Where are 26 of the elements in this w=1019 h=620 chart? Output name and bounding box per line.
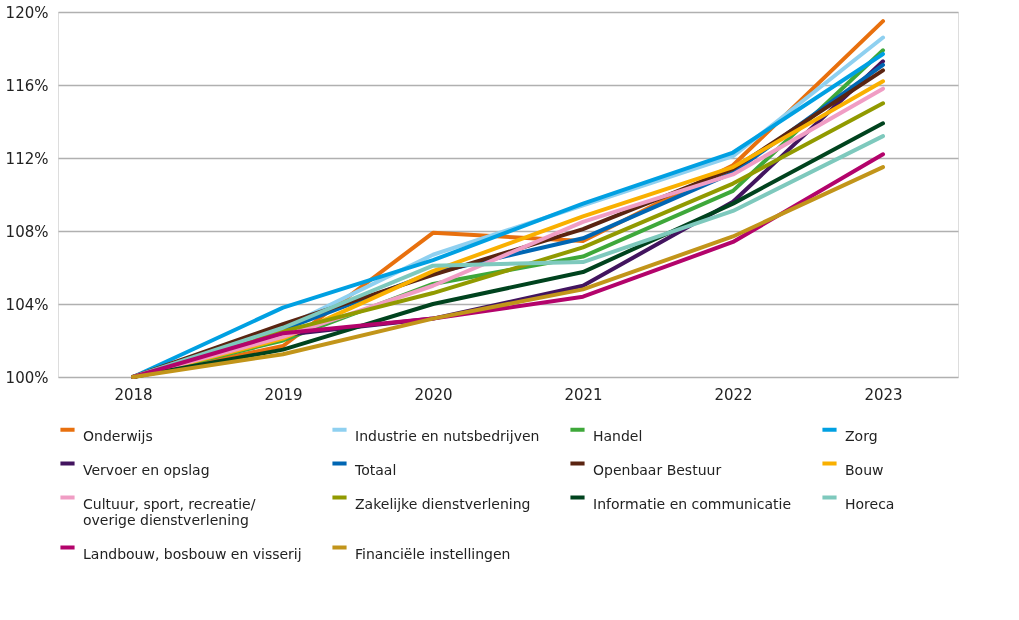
x-tick-label: 2021 bbox=[564, 385, 603, 404]
x-tick-label: 2018 bbox=[114, 385, 153, 404]
legend-label: Financiële instellingen bbox=[355, 545, 511, 562]
legend-label: Totaal bbox=[354, 461, 397, 478]
legend-label: Informatie en communicatie bbox=[593, 495, 792, 512]
legend-label: Handel bbox=[593, 427, 643, 444]
y-tick-label: 104% bbox=[5, 295, 49, 314]
x-tick-label: 2020 bbox=[414, 385, 453, 404]
legend-label: Cultuur, sport, recreatie/ overige dienstverlening bbox=[83, 495, 256, 528]
x-tick-label: 2019 bbox=[264, 385, 303, 404]
y-tick-label: 120% bbox=[5, 3, 49, 22]
legend-label: Zorg bbox=[845, 427, 878, 444]
legend-label: Horeca bbox=[845, 495, 895, 512]
legend-label: Landbouw, bosbouw en visserij bbox=[83, 545, 302, 562]
y-tick-label: 116% bbox=[5, 76, 49, 95]
y-tick-label: 108% bbox=[5, 222, 49, 241]
y-tick-label: 112% bbox=[5, 149, 49, 168]
x-tick-label: 2022 bbox=[714, 385, 753, 404]
legend-label: Openbaar Bestuur bbox=[593, 461, 722, 478]
x-tick-label: 2023 bbox=[864, 385, 903, 404]
legend-label: Onderwijs bbox=[83, 427, 153, 444]
legend-label: Bouw bbox=[845, 461, 884, 478]
legend-label: Vervoer en opslag bbox=[83, 461, 210, 478]
y-tick-label: 100% bbox=[5, 368, 49, 387]
legend-label: Industrie en nutsbedrijven bbox=[355, 427, 540, 444]
legend-label: Zakelijke dienstverlening bbox=[355, 495, 531, 512]
